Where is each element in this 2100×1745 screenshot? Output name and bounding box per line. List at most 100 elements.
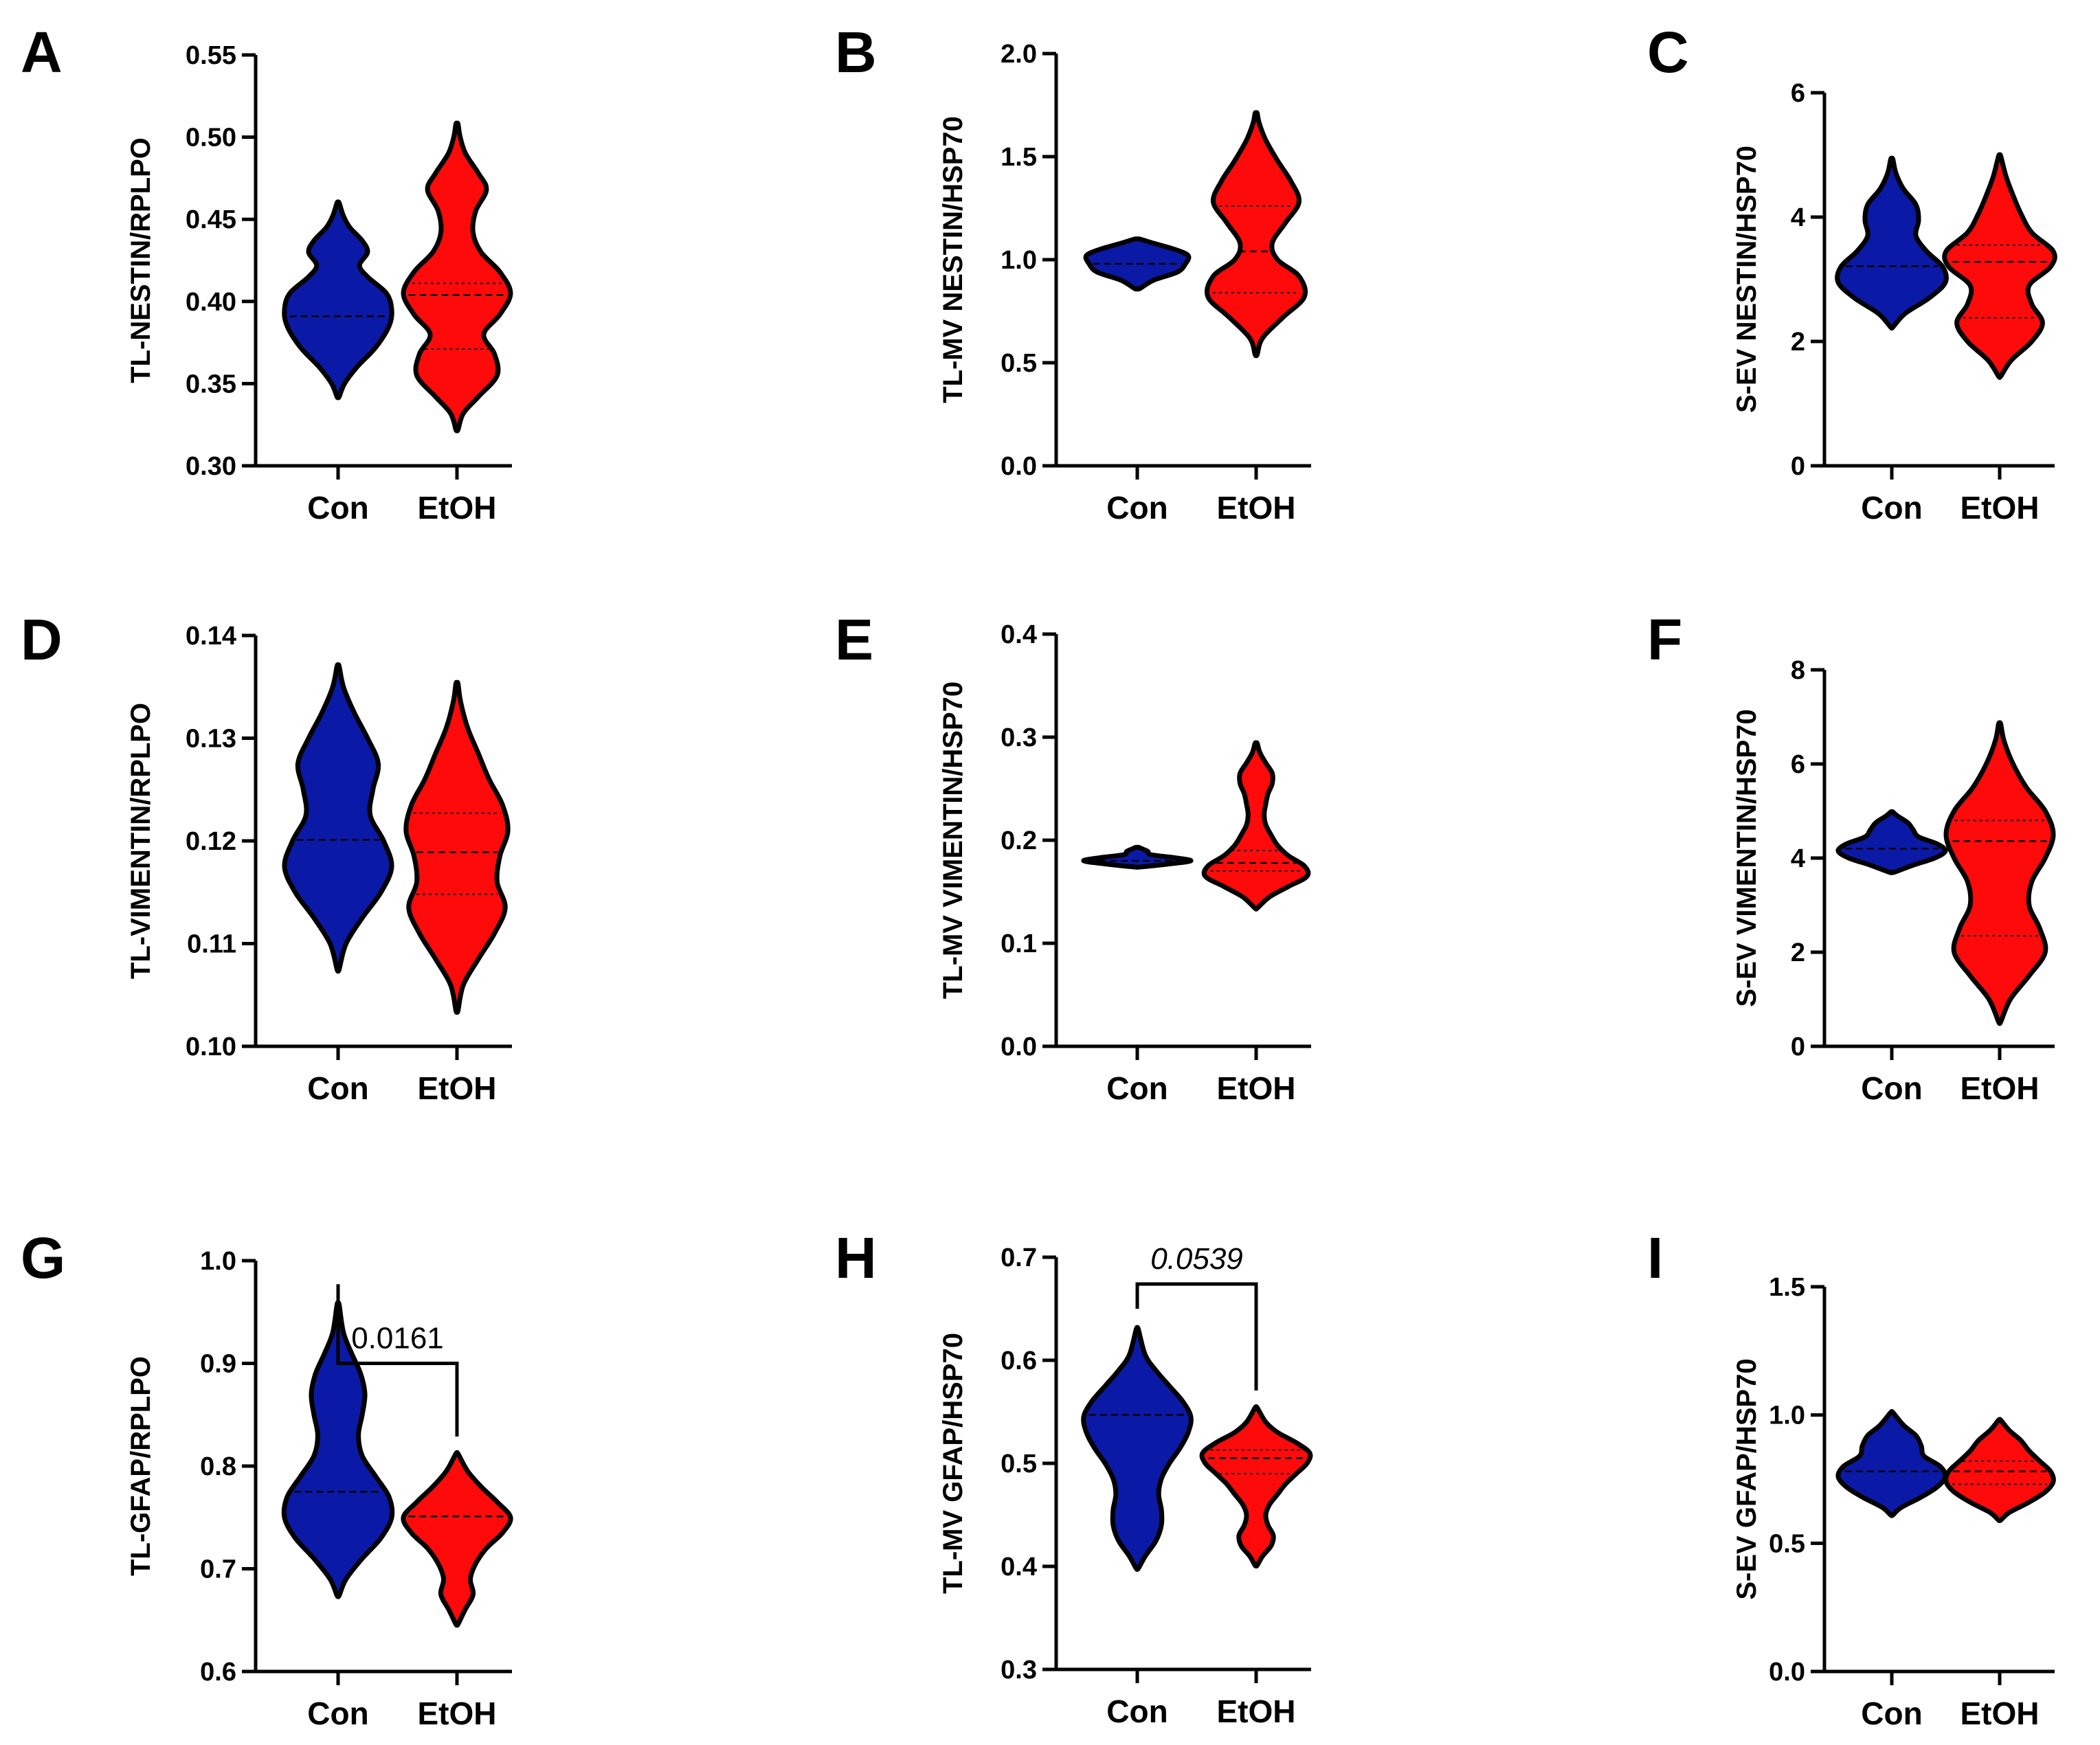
- y-tick-label: 0.14: [186, 622, 236, 651]
- panel-letter: B: [835, 20, 877, 85]
- violin-etoh: [1942, 152, 2057, 380]
- y-tick-label: 0.10: [186, 1033, 236, 1061]
- y-tick-label: 0.4: [1001, 1553, 1037, 1581]
- y-tick-label: 4: [1791, 844, 1805, 873]
- y-tick-label: 1.5: [1769, 1273, 1805, 1302]
- panel-letter: I: [1647, 1226, 1663, 1290]
- significance-bracket: [336, 1284, 459, 1437]
- y-tick-label: 0.6: [1001, 1347, 1037, 1375]
- panel-d: D 0.10 0.11 0.12 0.13 0.14 Con EtOH TL-VIMENTIN/…: [21, 607, 512, 1106]
- violin-con: [1835, 1409, 1948, 1518]
- y-tick-label: 2: [1791, 938, 1805, 967]
- panel-i: I 0.0 0.5 1.0 1.5 Con EtOH S-EV GFAP/HSP70: [1647, 1226, 2056, 1731]
- y-tick-label: 8: [1791, 656, 1805, 685]
- y-tick-label: 1.5: [1001, 143, 1037, 172]
- y-tick-label: 0.0: [1769, 1658, 1805, 1687]
- panel-f: F 0 2 4 6 8 Con EtOH S-EV VIMENTIN/HSP70: [1647, 607, 2056, 1106]
- y-axis-title: TL-VIMENTIN/RPLPO: [126, 703, 156, 979]
- violin-etoh: [1199, 1404, 1313, 1569]
- violin-etoh: [1204, 110, 1308, 359]
- panel-e: E 0.0 0.1 0.2 0.3 0.4 Con EtOH TL-MV VIMENTIN/HS…: [835, 607, 1311, 1106]
- violin-etoh: [1943, 720, 2056, 1026]
- y-tick-label: 0.7: [1001, 1243, 1037, 1272]
- y-tick-label: 0: [1791, 452, 1805, 481]
- panel-letter: A: [21, 20, 63, 85]
- x-category-label: EtOH: [418, 1696, 497, 1731]
- panel-h: H 0.3 0.4 0.5 0.6 0.7 Con EtOH TL-MV GFAP/HSP70 0…: [835, 1226, 1313, 1729]
- y-tick-label: 0.55: [186, 41, 236, 70]
- violin-con: [282, 199, 394, 401]
- y-axis-title: TL-NESTIN/RPLPO: [126, 137, 156, 383]
- x-category-label: Con: [1861, 490, 1922, 526]
- p-value-label: 0.0161: [351, 1322, 444, 1355]
- y-tick-label: 0.8: [200, 1452, 236, 1481]
- p-value-label: 0.0539: [1150, 1242, 1243, 1276]
- violin-etoh: [403, 679, 511, 1015]
- y-tick-label: 0.3: [1001, 1656, 1037, 1685]
- x-category-label: Con: [1861, 1070, 1922, 1106]
- y-tick-label: 1.0: [200, 1247, 236, 1276]
- panel-g: G 0.6 0.7 0.8 0.9 1.0 Con EtOH TL-GFAP/RPLPO 0.01…: [21, 1226, 513, 1731]
- y-axis-title: S-EV VIMENTIN/HSP70: [1732, 709, 1762, 1006]
- x-category-label: Con: [1106, 490, 1168, 526]
- y-axis-title: TL-MV VIMENTIN/HSP70: [938, 682, 968, 999]
- significance-bracket: [1135, 1282, 1258, 1391]
- x-category-label: Con: [307, 1696, 368, 1731]
- x-category-label: EtOH: [1217, 1693, 1296, 1729]
- violin-con: [1081, 844, 1194, 870]
- x-category-label: Con: [1106, 1693, 1168, 1729]
- panel-c: C 0 2 4 6 Con EtOH S-EV NESTIN/HSP70: [1647, 20, 2057, 526]
- violin-etoh: [1943, 1417, 2056, 1524]
- y-tick-label: 6: [1791, 79, 1805, 108]
- x-category-label: EtOH: [1961, 1070, 2040, 1106]
- y-tick-label: 2.0: [1001, 40, 1037, 69]
- violin-etoh: [1201, 740, 1311, 912]
- x-category-label: Con: [1106, 1070, 1168, 1106]
- violin-etoh: [401, 120, 513, 434]
- y-axis-title: TL-MV GFAP/HSP70: [938, 1333, 968, 1594]
- y-tick-label: 0.45: [186, 205, 236, 234]
- x-category-label: Con: [1861, 1696, 1922, 1731]
- violin-con: [1835, 809, 1948, 875]
- y-tick-label: 0.12: [186, 827, 236, 856]
- x-category-label: EtOH: [1217, 490, 1296, 526]
- y-tick-label: 0.9: [200, 1350, 236, 1379]
- panel-letter: E: [835, 607, 873, 672]
- x-category-label: Con: [307, 490, 368, 526]
- x-category-label: EtOH: [1961, 1696, 2040, 1731]
- y-tick-label: 0.40: [186, 288, 236, 317]
- y-tick-label: 0.30: [186, 452, 236, 481]
- y-tick-label: 0.1: [1001, 930, 1037, 958]
- y-tick-label: 6: [1791, 750, 1805, 779]
- y-axis-title: TL-GFAP/RPLPO: [126, 1356, 156, 1576]
- y-tick-label: 0.11: [187, 930, 236, 959]
- x-category-label: EtOH: [1961, 490, 2040, 526]
- panel-letter: D: [21, 607, 63, 672]
- y-tick-label: 0.0: [1001, 1033, 1037, 1061]
- violin-con: [1835, 155, 1949, 331]
- y-tick-label: 0: [1791, 1033, 1805, 1061]
- y-tick-label: 0.4: [1001, 620, 1037, 649]
- y-tick-label: 0.7: [200, 1555, 236, 1584]
- panel-letter: G: [21, 1226, 65, 1290]
- panel-letter: C: [1647, 20, 1689, 85]
- y-tick-label: 1.0: [1769, 1401, 1805, 1430]
- x-category-label: EtOH: [418, 1070, 497, 1106]
- y-tick-label: 0.5: [1001, 349, 1037, 378]
- y-tick-label: 0.35: [186, 370, 236, 398]
- y-axis-title: S-EV NESTIN/HSP70: [1732, 146, 1762, 413]
- x-category-label: EtOH: [418, 490, 497, 526]
- x-category-label: Con: [307, 1070, 368, 1106]
- panel-b: B 0.0 0.5 1.0 1.5 2.0 Con EtOH TL-MV NESTIN/HSP7…: [835, 20, 1311, 526]
- y-tick-label: 0.2: [1001, 826, 1037, 855]
- panel-a: A 0.30 0.35 0.40 0.45 0.50 0.55 Con EtOH TL-NESTI…: [21, 20, 513, 526]
- violin-etoh: [401, 1450, 513, 1628]
- y-tick-label: 0.5: [1001, 1450, 1037, 1478]
- y-tick-label: 0.0: [1001, 452, 1037, 481]
- y-tick-label: 0.5: [1769, 1529, 1805, 1558]
- x-category-label: EtOH: [1217, 1070, 1296, 1106]
- y-tick-label: 0.50: [186, 124, 236, 153]
- violin-con: [282, 662, 394, 974]
- y-tick-label: 0.13: [186, 725, 236, 754]
